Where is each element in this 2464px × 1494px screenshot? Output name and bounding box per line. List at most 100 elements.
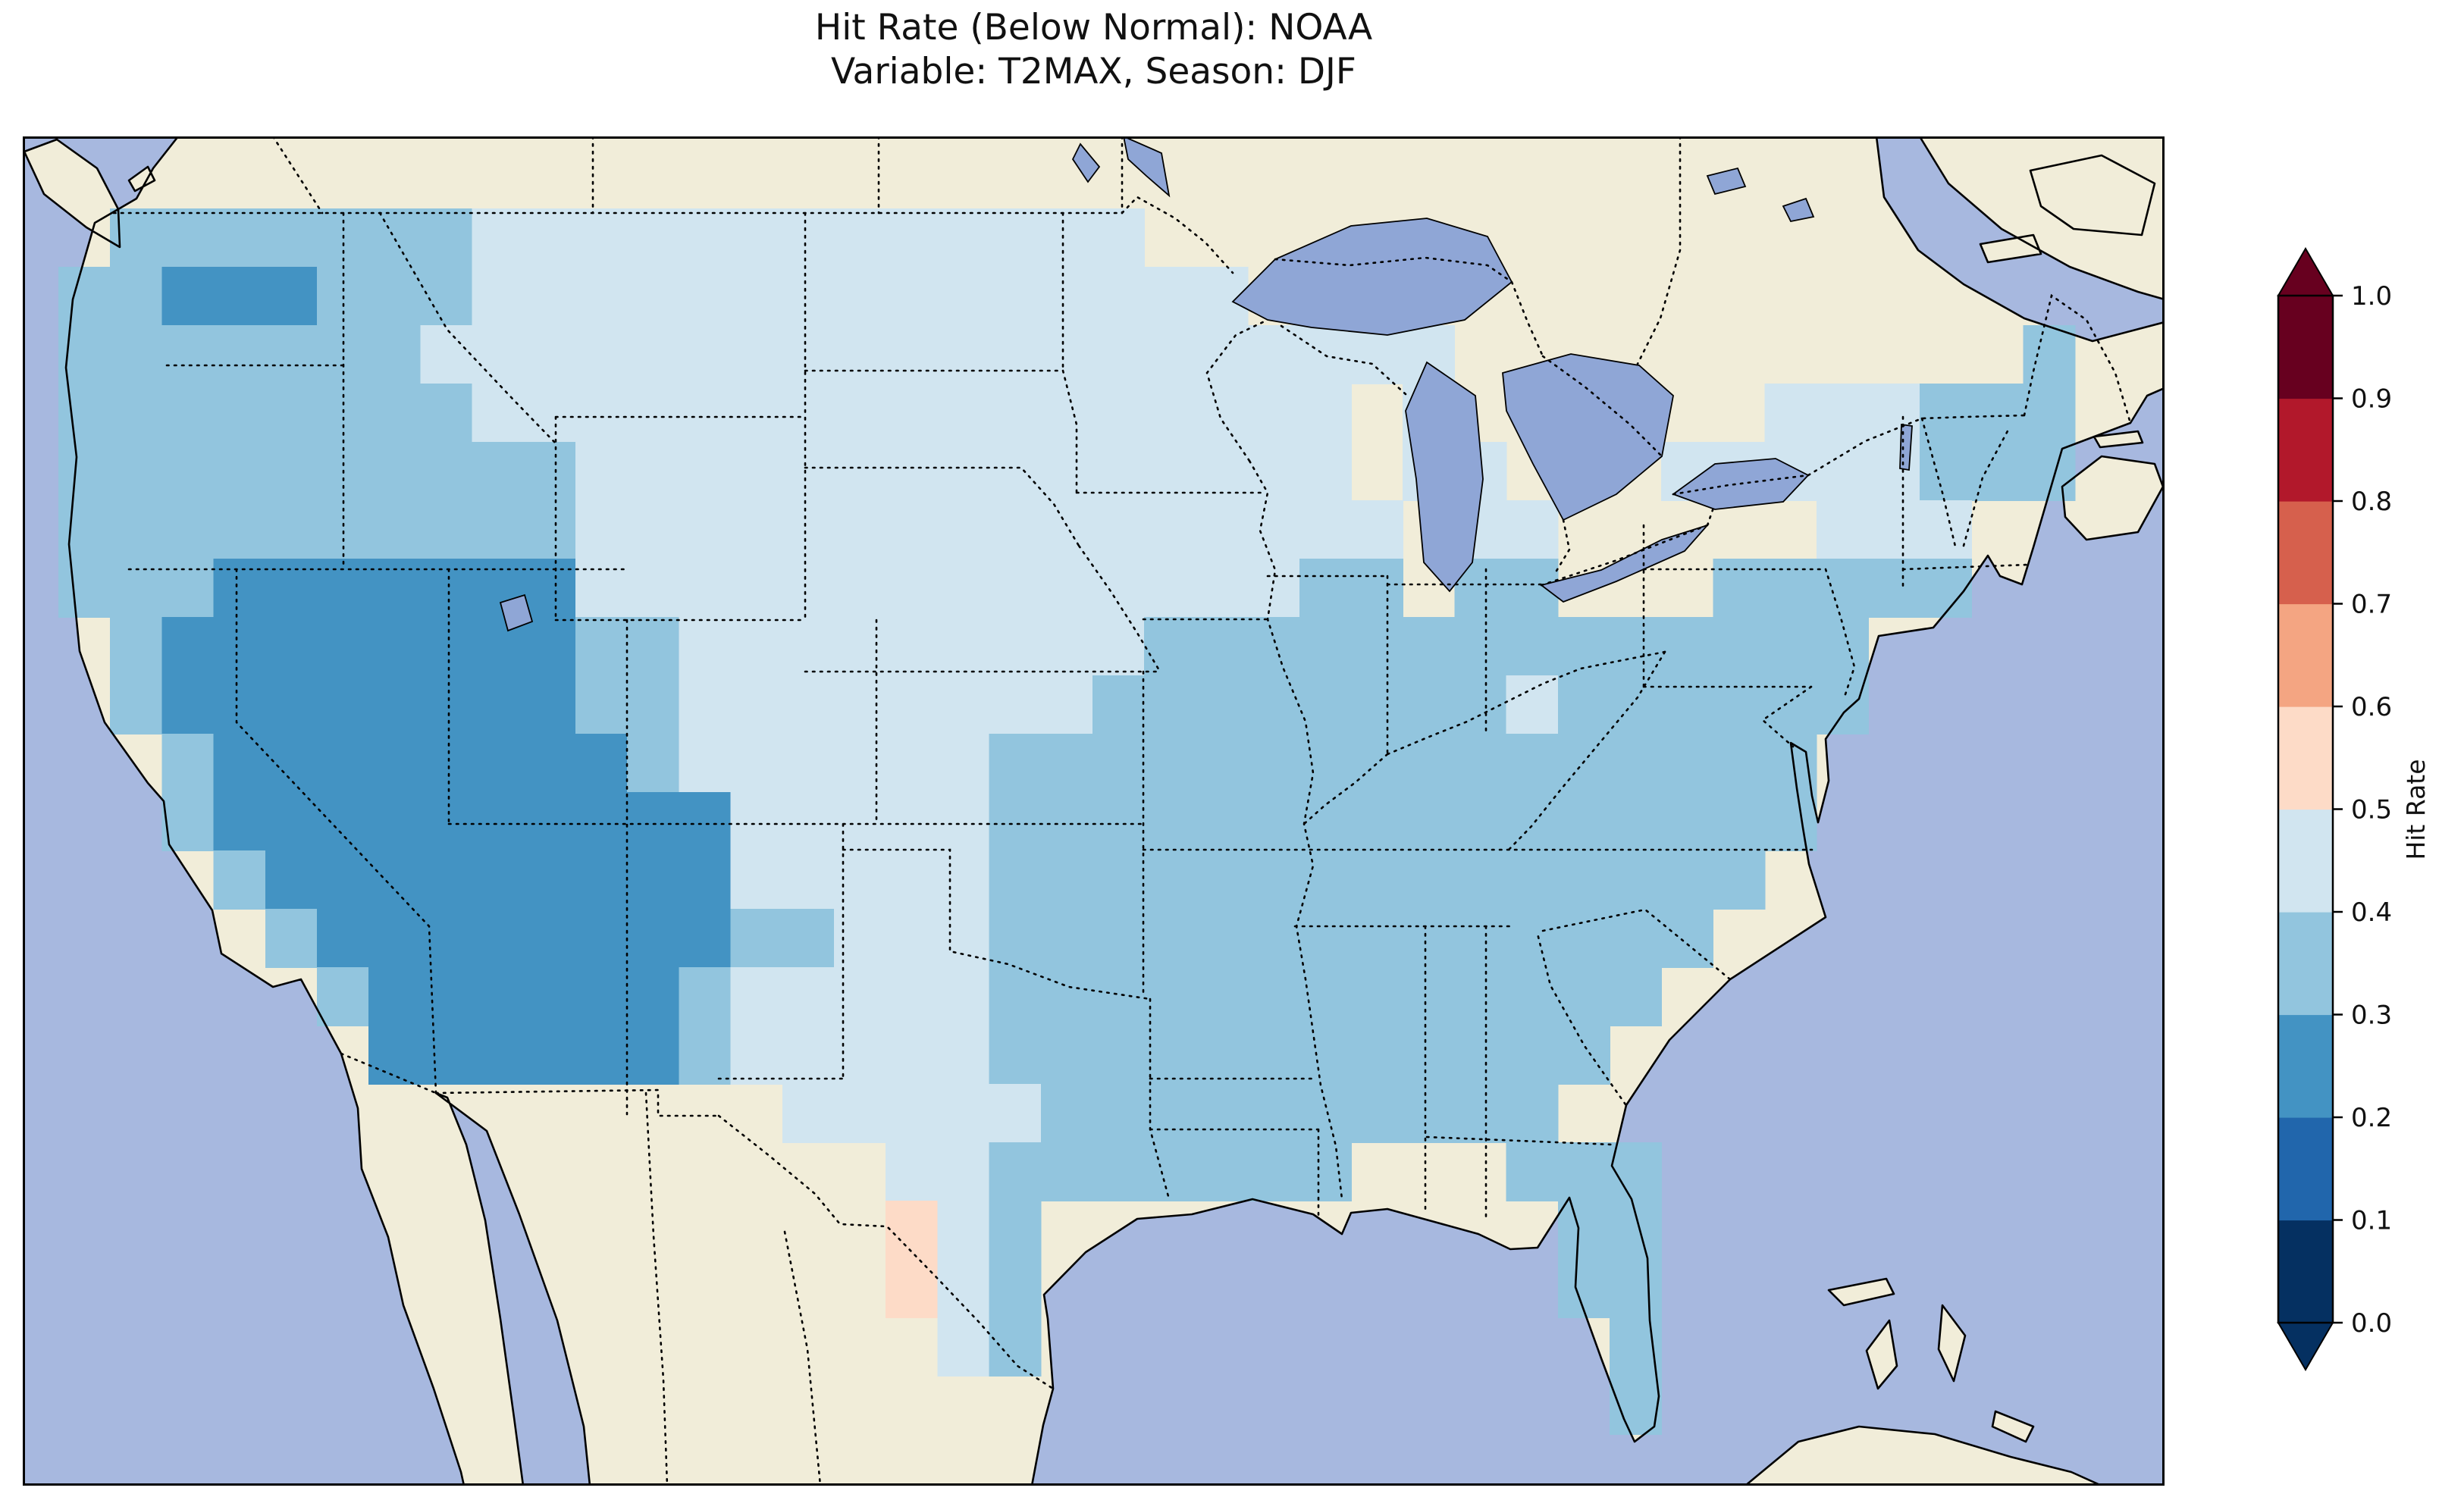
grid-cell xyxy=(161,325,215,384)
grid-cell xyxy=(937,909,990,968)
grid-cell xyxy=(730,559,783,618)
grid-cell xyxy=(1557,1201,1610,1260)
grid-cell xyxy=(575,208,628,268)
grid-cell xyxy=(1040,267,1093,326)
grid-cell xyxy=(1040,617,1093,676)
grid-cell xyxy=(265,384,318,443)
grid-cell xyxy=(161,792,215,851)
grid-cell xyxy=(420,500,473,559)
grid-cell xyxy=(161,617,215,676)
grid-cell xyxy=(1144,734,1197,793)
colorbar-tick-label: 0.0 xyxy=(2351,1308,2392,1339)
bahamas-small-cay xyxy=(1992,1411,2033,1442)
grid-cell xyxy=(886,967,939,1026)
grid-cell xyxy=(1247,442,1300,501)
grid-cell xyxy=(937,617,990,676)
grid-cell xyxy=(1144,384,1197,443)
grid-cell xyxy=(1403,967,1456,1026)
colorbar-tick-label: 0.1 xyxy=(2351,1206,2392,1236)
grid-cell xyxy=(1610,850,1662,910)
grid-cell xyxy=(886,734,939,793)
grid-cell xyxy=(989,559,1042,618)
grid-cell xyxy=(730,617,783,676)
grid-cell xyxy=(368,1026,422,1085)
grid-cell xyxy=(1557,1026,1610,1085)
grid-cell xyxy=(1764,792,1817,851)
grid-cell xyxy=(1092,1026,1145,1085)
grid-cell xyxy=(1092,792,1145,851)
grid-cell xyxy=(730,675,783,734)
grid-cell xyxy=(627,850,680,910)
grid-cell xyxy=(730,208,783,268)
grid-cell xyxy=(937,1142,990,1201)
colorbar-tick-label: 0.4 xyxy=(2351,897,2392,928)
grid-cell xyxy=(523,325,576,384)
grid-cell xyxy=(937,1259,990,1318)
grid-cell xyxy=(110,559,163,618)
grid-cell xyxy=(2023,325,2076,384)
nova-scotia xyxy=(2062,456,2163,540)
grid-cell xyxy=(317,967,369,1026)
grid-cell xyxy=(1661,792,1714,851)
grid-cell xyxy=(265,267,318,326)
colorbar-segment xyxy=(2278,501,2333,605)
grid-cell xyxy=(1661,734,1714,793)
grid-cell xyxy=(1196,442,1249,501)
map-frame xyxy=(23,136,2165,1486)
grid-cell xyxy=(627,325,680,384)
grid-cell xyxy=(937,850,990,910)
grid-cell xyxy=(1247,734,1300,793)
grid-cell xyxy=(730,500,783,559)
grid-cell xyxy=(834,1084,886,1143)
grid-cell xyxy=(834,267,886,326)
grid-cell xyxy=(1092,1084,1145,1143)
grid-cell xyxy=(575,675,628,734)
grid-cell xyxy=(368,384,422,443)
grid-cell xyxy=(58,559,111,618)
grid-cell xyxy=(1196,384,1249,443)
grid-cell xyxy=(989,909,1042,968)
grid-cell xyxy=(1040,325,1093,384)
grid-cell xyxy=(627,208,680,268)
colorbar-canvas: 0.0 0.1 0.2 0.3 0.4 0.5 0.6 0.7 0.8 0.9 1.0 Hit Ra… xyxy=(2277,247,2431,1371)
grid-cell xyxy=(213,500,266,559)
grid-cell xyxy=(679,442,732,501)
international-borders xyxy=(112,196,2132,1390)
colorbar-segment xyxy=(2278,912,2333,1016)
grid-cell xyxy=(989,325,1042,384)
grid-cell xyxy=(1713,792,1766,851)
grid-cell xyxy=(110,617,163,676)
great-salt-lake xyxy=(499,594,534,632)
grid-cell xyxy=(782,617,835,676)
grid-cell xyxy=(679,325,732,384)
grid-cell xyxy=(1764,384,1817,443)
grid-cell xyxy=(937,208,990,268)
grid-cell xyxy=(1092,208,1145,268)
grid-cell xyxy=(937,734,990,793)
grid-cell xyxy=(627,267,680,326)
grid-cell xyxy=(1196,1026,1249,1085)
grid-cell xyxy=(1040,208,1093,268)
lake-winnipeg xyxy=(1122,135,1171,198)
grid-cell xyxy=(368,967,422,1026)
grid-cell xyxy=(1299,909,1352,968)
cuba xyxy=(1745,1427,2102,1486)
grid-cell xyxy=(317,792,369,851)
grid-cell xyxy=(886,1026,939,1085)
grid-cell xyxy=(989,734,1042,793)
grid-cell xyxy=(1403,1084,1456,1143)
map-canvas xyxy=(23,135,2166,1487)
grid-cell xyxy=(575,909,628,968)
grid-cell xyxy=(1144,967,1197,1026)
grid-cell xyxy=(317,559,369,618)
grid-cell xyxy=(1196,675,1249,734)
grid-cell xyxy=(1454,967,1507,1026)
grid-cell xyxy=(265,208,318,268)
grid-cell xyxy=(989,384,1042,443)
grid-cell xyxy=(679,909,732,968)
grid-cell xyxy=(161,559,215,618)
grid-cell xyxy=(834,1026,886,1085)
grid-cell xyxy=(886,1142,939,1201)
grid-cell xyxy=(161,734,215,793)
colorbar-label: Hit Rate xyxy=(2401,759,2431,860)
